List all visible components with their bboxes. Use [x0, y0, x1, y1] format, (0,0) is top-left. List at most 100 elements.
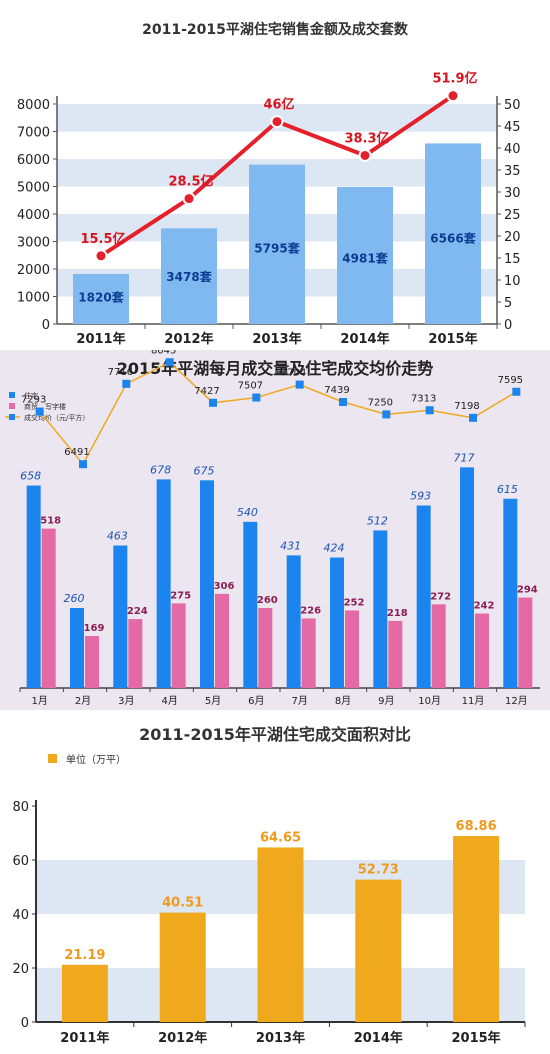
units-bar-label: 1820套	[78, 289, 124, 304]
y-right-tick-label: 10	[504, 274, 521, 289]
legend-label: 商贸、写字楼	[24, 402, 66, 411]
amount-label: 28.5亿	[168, 174, 213, 190]
price-marker	[469, 413, 477, 422]
commercial-bar-label: 306	[214, 581, 235, 592]
chart-panel-1: 2011-2015平湖住宅销售金额及成交套数 0 1000 2000 3000 4000…	[0, 0, 550, 350]
residential-bar-label: 593	[410, 490, 431, 503]
price-label: 7293	[21, 395, 46, 406]
chart-panel-3: 2011-2015年平湖住宅成交面积对比 单位（万平） 0 20 40 60 80 201…	[0, 710, 550, 1050]
area-bar	[159, 912, 206, 1022]
x-tick-label: 12月	[505, 695, 528, 707]
residential-bar-label: 678	[150, 463, 171, 476]
residential-bar	[460, 467, 474, 688]
commercial-bar-label: 275	[170, 590, 191, 601]
y-right-tick-label: 30	[504, 186, 521, 201]
amount-point	[446, 89, 460, 103]
residential-bar-label: 431	[280, 539, 301, 552]
area-bar	[355, 879, 402, 1022]
price-label: 7313	[411, 393, 436, 404]
x-tick-label: 2015年	[428, 331, 477, 347]
price-line	[39, 361, 517, 466]
legend-swatch-marker	[9, 414, 15, 420]
commercial-bar-label: 518	[40, 516, 61, 527]
area-chart: 2011-2015年平湖住宅成交面积对比 单位（万平） 0 20 40 60 80 201…	[12, 725, 526, 1046]
price-label: 7507	[238, 381, 263, 392]
amount-label: 46亿	[263, 97, 294, 113]
y-right-tick-label: 20	[504, 230, 521, 245]
area-bar-label: 40.51	[162, 896, 203, 911]
residential-bar	[243, 521, 258, 688]
y-tick-label: 40	[12, 908, 29, 923]
price-marker	[339, 398, 347, 407]
commercial-bar	[475, 613, 489, 688]
y-right-tick-label: 25	[504, 208, 521, 223]
legend-label: 住宅	[24, 391, 38, 400]
x-tick-label: 2013年	[256, 1030, 305, 1046]
x-tick-label: 2014年	[354, 1030, 403, 1046]
x-tick-label: 8月	[335, 695, 351, 707]
commercial-bar	[258, 607, 273, 688]
y-left-tick-label: 2000	[17, 263, 50, 278]
chart-2-title: 2015年平湖每月成交量及住宅成交均价走势	[117, 359, 434, 378]
units-bar	[337, 187, 393, 324]
y-right-tick-label: 40	[504, 142, 521, 157]
price-label: 7704	[281, 368, 306, 379]
price-label: 6491	[64, 447, 89, 458]
residential-bar	[113, 545, 128, 688]
amount-point	[270, 115, 284, 129]
units-bar	[249, 164, 305, 324]
x-tick-label: 6月	[248, 695, 264, 707]
x-tick-label: 2011年	[76, 331, 125, 347]
x-tick-label: 10月	[418, 695, 441, 707]
amount-point	[182, 192, 196, 206]
legend-swatch	[48, 754, 57, 763]
commercial-bar	[171, 603, 186, 688]
residential-bar-label: 463	[107, 530, 128, 543]
y-left-tick-label: 5000	[17, 181, 50, 196]
units-bar	[73, 273, 129, 324]
residential-bar	[373, 530, 388, 688]
commercial-bar	[85, 635, 99, 688]
chart-1-title: 2011-2015平湖住宅销售金额及成交套数	[142, 21, 409, 38]
price-marker	[295, 380, 304, 389]
y-tick-label: 60	[12, 854, 29, 869]
residential-bar-label: 424	[324, 542, 345, 555]
y-right-tick-label: 45	[504, 120, 521, 135]
price-label: 7198	[454, 401, 479, 412]
legend-label: 单位（万平）	[66, 753, 126, 766]
x-tick-label: 11月	[462, 695, 485, 707]
y-left-tick-label: 3000	[17, 236, 50, 251]
y-left-tick-label: 1000	[17, 291, 50, 306]
x-tick-label: 3月	[118, 695, 134, 707]
residential-bar	[26, 485, 41, 688]
area-bar-label: 64.65	[260, 830, 301, 845]
residential-bar	[200, 480, 214, 688]
x-tick-label: 2012年	[164, 331, 213, 347]
legend-swatch	[9, 403, 15, 409]
y-left-tick-label: 0	[42, 318, 50, 333]
commercial-bar	[431, 604, 446, 688]
x-tick-label: 7月	[291, 695, 307, 707]
price-label: 7439	[324, 385, 349, 396]
price-label: 7716	[108, 367, 133, 378]
area-bar-label: 68.86	[456, 819, 497, 834]
y-tick-label: 0	[21, 1016, 29, 1031]
x-tick-label: 9月	[378, 695, 394, 707]
commercial-bar	[388, 620, 403, 688]
y-tick-label: 20	[12, 962, 29, 977]
price-marker	[79, 460, 87, 469]
area-bar-label: 21.19	[64, 948, 105, 963]
amount-label: 51.9亿	[432, 71, 477, 87]
chart-panel-2: 2015年平湖每月成交量及住宅成交均价走势 住宅 商贸、写字楼 成交均价（元/平方）…	[0, 345, 550, 710]
units-bar	[161, 228, 217, 324]
price-label: 7250	[368, 397, 393, 408]
residential-bar-label: 615	[497, 483, 518, 496]
monthly-chart: 2015年平湖每月成交量及住宅成交均价走势 住宅商贸、写字楼成交均价（元/平方）…	[5, 345, 540, 707]
price-marker	[425, 406, 434, 415]
commercial-bar-label: 272	[430, 591, 451, 602]
price-label: 7427	[194, 386, 219, 397]
commercial-bar-label: 226	[300, 605, 321, 616]
amount-point	[94, 249, 108, 263]
commercial-bar	[345, 610, 359, 688]
y-tick-label: 80	[12, 800, 29, 815]
